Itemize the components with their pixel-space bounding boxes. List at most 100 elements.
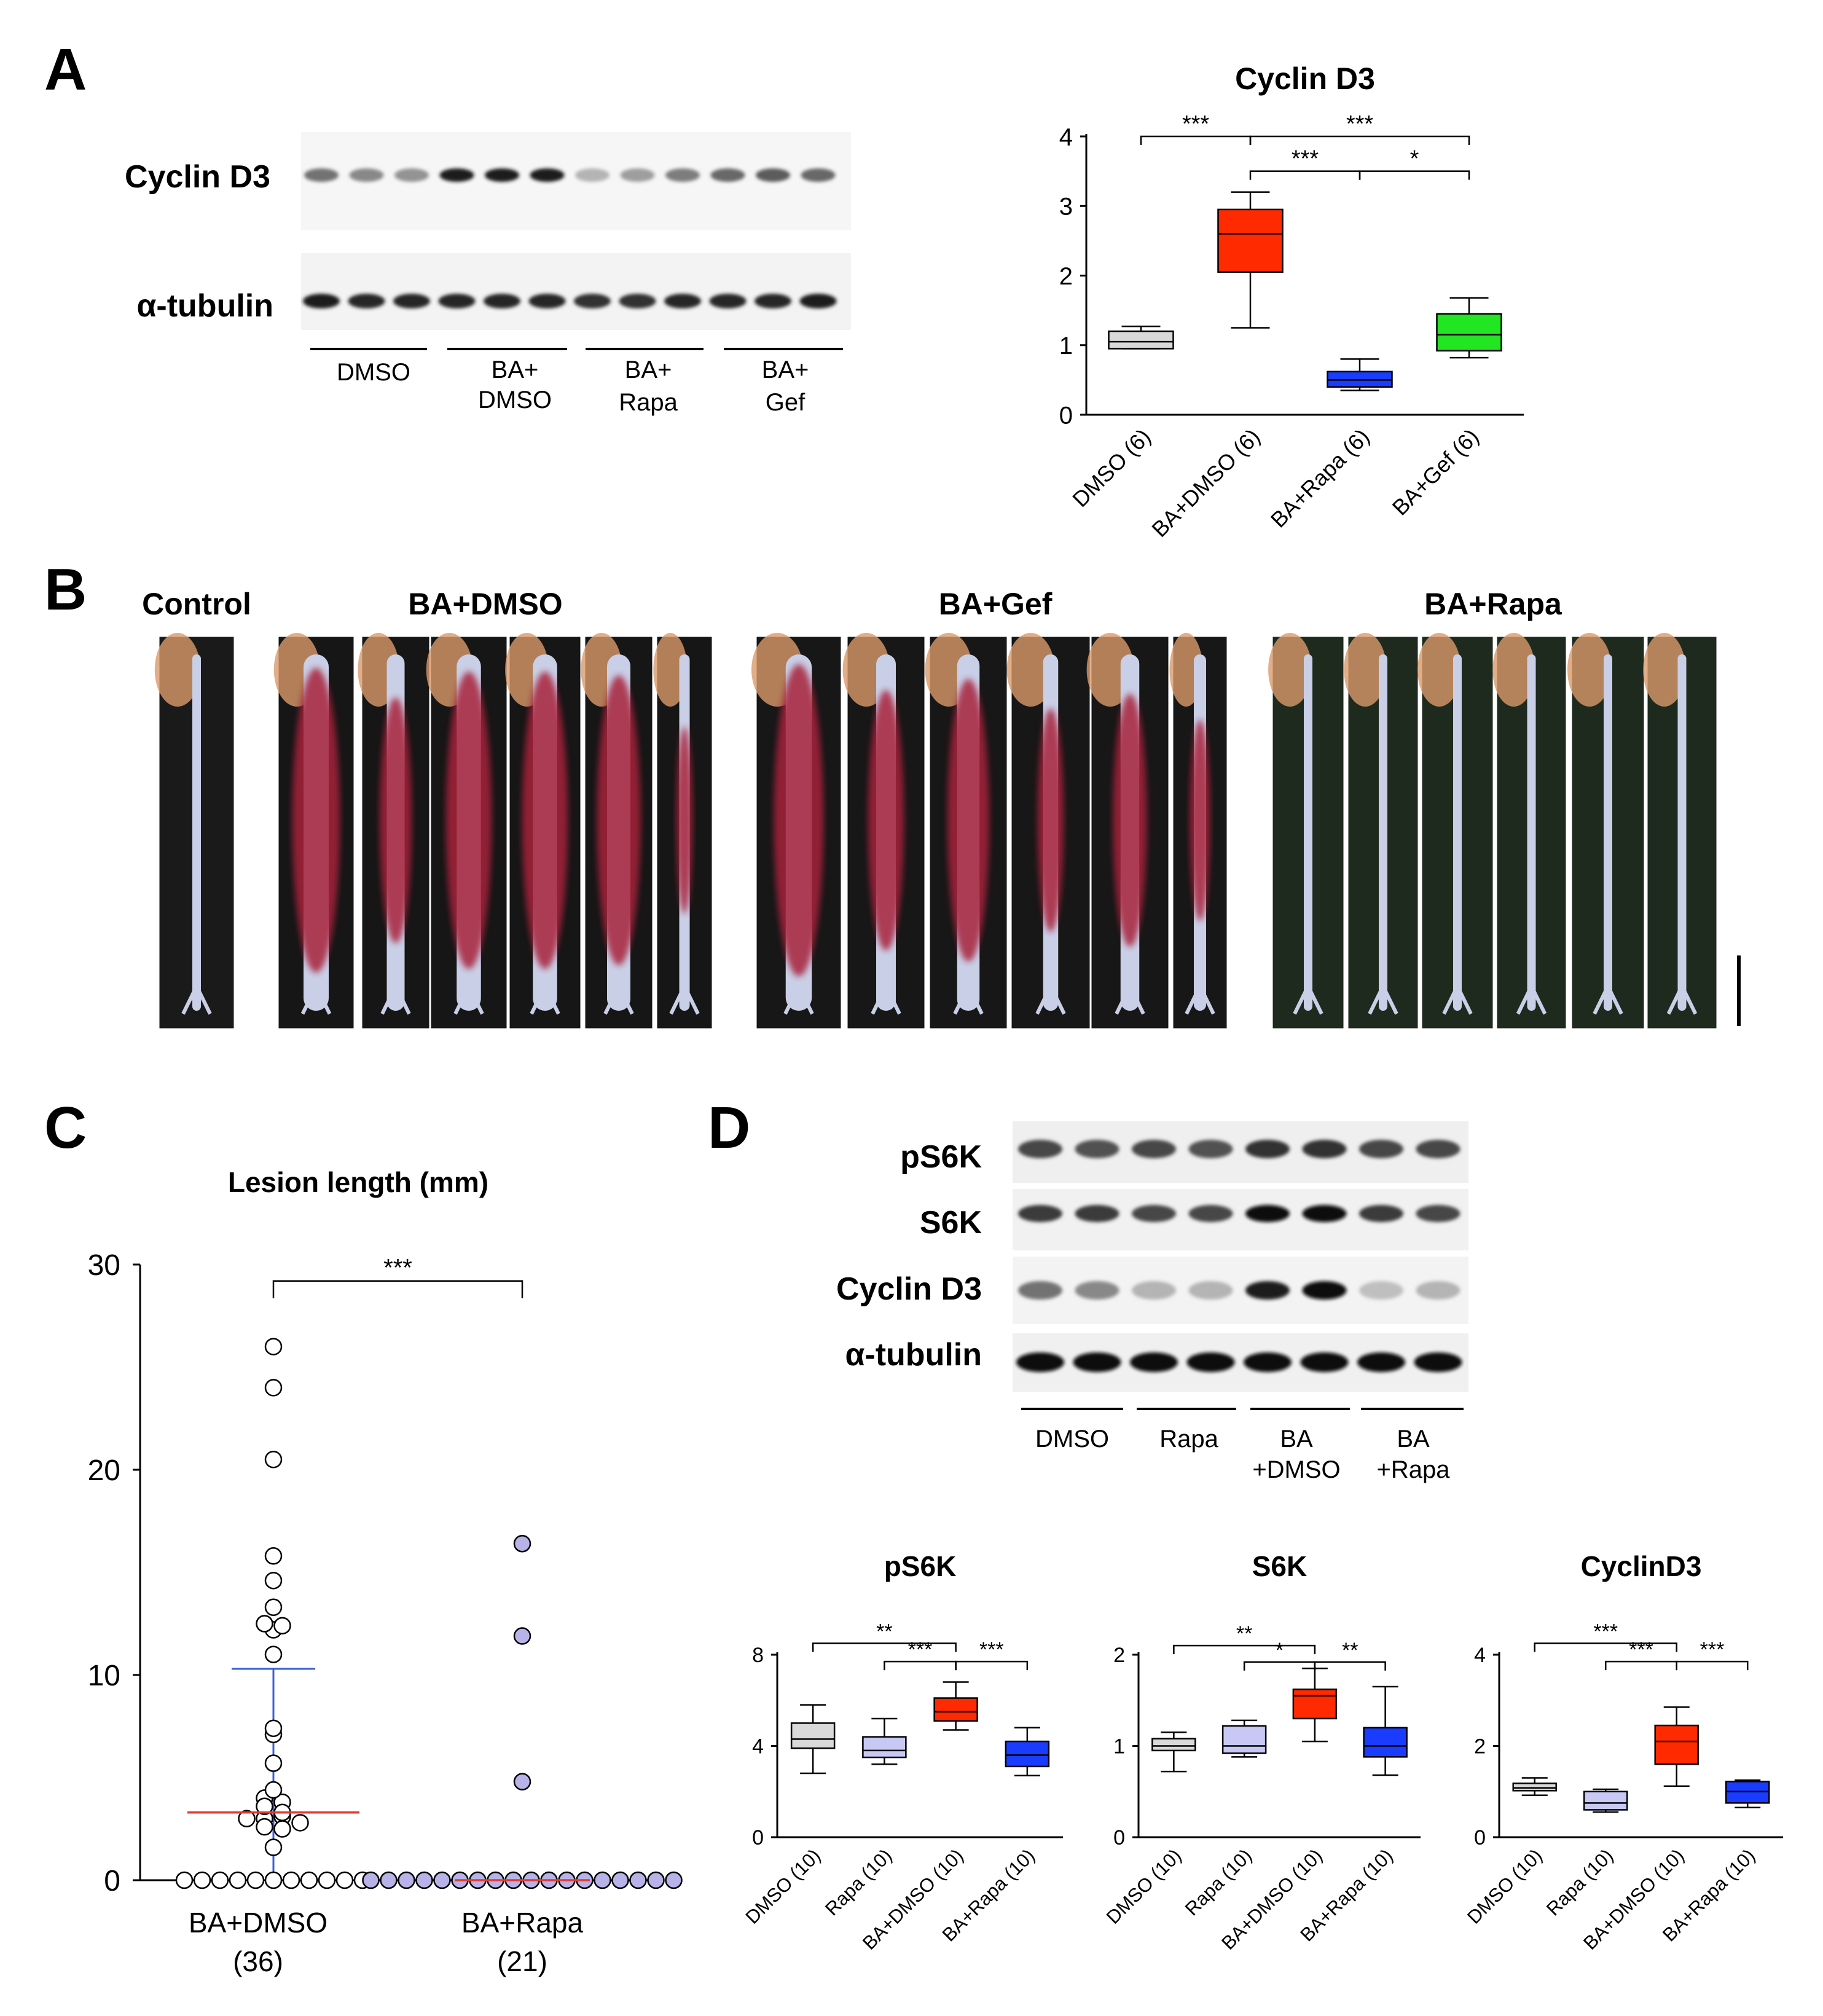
significance-bracket: *** bbox=[884, 1638, 957, 1671]
band-cyclin-lane-4 bbox=[439, 168, 474, 182]
box-4 bbox=[1725, 1779, 1770, 1808]
aorta-photo bbox=[1417, 633, 1495, 1030]
significance-bracket: *** bbox=[955, 1638, 1029, 1671]
group-label-ba-gef: BA+Gef bbox=[939, 587, 1053, 621]
data-point-ba-rapa bbox=[362, 1871, 380, 1889]
band-s6k-lane-7 bbox=[1359, 1205, 1403, 1222]
y-tick-label: 4 bbox=[1059, 124, 1073, 151]
band-tubulin-lane-11 bbox=[755, 294, 791, 308]
significance-bracket: *** bbox=[1534, 1620, 1677, 1652]
y-tick-label: 0 bbox=[104, 1865, 120, 1897]
aorta-photo bbox=[653, 633, 714, 1030]
data-point-ba-dmso bbox=[264, 1871, 283, 1889]
chart-title: CyclinD3 bbox=[1581, 1550, 1702, 1582]
bracket-line bbox=[1605, 1660, 1677, 1671]
aorta-photo bbox=[505, 633, 582, 1030]
y-tick-label: 4 bbox=[752, 1735, 764, 1759]
band-ps6k-lane-6 bbox=[1302, 1140, 1347, 1158]
data-point-ba-dmso bbox=[264, 1338, 283, 1355]
band-ps6k-lane-5 bbox=[1245, 1140, 1290, 1158]
panel-letter-a: A bbox=[44, 37, 87, 103]
data-point-ba-rapa bbox=[513, 1534, 531, 1553]
band-tubulin-lane-6 bbox=[528, 294, 566, 308]
data-point-ba-dmso bbox=[264, 1572, 283, 1590]
bracket-line bbox=[1173, 1644, 1316, 1655]
data-point-ba-rapa bbox=[629, 1871, 647, 1889]
band-cyclin-lane-12 bbox=[801, 168, 836, 182]
y-tick-label: 1 bbox=[1113, 1735, 1125, 1759]
box-iqr bbox=[1512, 1783, 1557, 1792]
data-point-ba-dmso bbox=[318, 1871, 336, 1889]
blot-label-cyclin-d3-d: Cyclin D3 bbox=[836, 1271, 982, 1307]
y-tick-label: 1 bbox=[1059, 332, 1073, 359]
category-label: BA+DMSO bbox=[189, 1907, 327, 1939]
category-label: BA+DMSO (6) bbox=[1147, 424, 1264, 542]
data-point-ba-dmso bbox=[264, 1754, 283, 1772]
box-2 bbox=[1221, 1719, 1267, 1758]
blot-label-cyclin-d3: Cyclin D3 bbox=[125, 159, 270, 195]
y-tick-label: 3 bbox=[1059, 194, 1073, 221]
band-cyclin-lane-8 bbox=[620, 168, 655, 182]
lane-label-d-ba-dmso-1: BA bbox=[1280, 1426, 1313, 1453]
bracket-line bbox=[1358, 170, 1470, 180]
significance-bracket: *** bbox=[1676, 1638, 1749, 1671]
category-label: Rapa (10) bbox=[1542, 1845, 1617, 1920]
y-tick-label: 2 bbox=[1059, 263, 1073, 290]
band-cyclin-lane-3 bbox=[394, 168, 429, 182]
box-3 bbox=[1654, 1706, 1699, 1787]
y-tick-label: 0 bbox=[1113, 1826, 1125, 1849]
aorta-photo bbox=[1344, 633, 1420, 1030]
significance-bracket: *** bbox=[1249, 111, 1470, 145]
box-iqr bbox=[933, 1697, 978, 1722]
band-s6k-lane-3 bbox=[1132, 1205, 1176, 1222]
band-tubulin-lane-8 bbox=[619, 294, 656, 308]
chart-cyclin-d3-box: Cyclin D3 0 1 2 3 4 DMSO (6)BA+DMSO (6) BA+Rapa… bbox=[1059, 61, 1524, 542]
band-ps6k-lane-3 bbox=[1132, 1140, 1176, 1158]
aorta-photo bbox=[1268, 633, 1346, 1030]
significance-bracket: *** bbox=[1605, 1638, 1677, 1671]
y-tick-label: 4 bbox=[1474, 1644, 1486, 1667]
box-3 bbox=[1327, 358, 1393, 391]
significance-bracket: *** bbox=[1140, 111, 1252, 145]
band-tubulin-lane-7 bbox=[574, 294, 611, 308]
significance-label: *** bbox=[1346, 111, 1374, 137]
significance-bracket: ** bbox=[1314, 1639, 1386, 1671]
blot-label-alpha-tubulin: α-tubulin bbox=[136, 288, 273, 324]
data-point-ba-dmso bbox=[282, 1871, 300, 1889]
band-ps6k-lane-2 bbox=[1075, 1140, 1119, 1158]
box-2 bbox=[1583, 1788, 1628, 1813]
band-tubulin-lane-2 bbox=[348, 294, 385, 308]
band-tubulin-lane-12 bbox=[799, 294, 837, 308]
box-iqr bbox=[790, 1722, 836, 1749]
data-point-ba-dmso bbox=[264, 1547, 283, 1565]
data-point-ba-rapa bbox=[433, 1871, 451, 1889]
band-ps6k-lane-4 bbox=[1188, 1140, 1233, 1158]
lane-label-ba-rapa-2: Rapa bbox=[619, 389, 678, 416]
bracket-line bbox=[1140, 135, 1252, 145]
band-tubulin-d-lane-3 bbox=[1130, 1352, 1178, 1372]
data-point-ba-dmso bbox=[273, 1617, 291, 1635]
data-point-ba-dmso bbox=[264, 1781, 283, 1799]
significance-bracket: * bbox=[1358, 146, 1470, 180]
bracket-line bbox=[884, 1660, 957, 1671]
aorta-photo bbox=[1086, 633, 1170, 1030]
significance-bracket: *** bbox=[1249, 146, 1361, 180]
band-tubulin-lane-1 bbox=[303, 294, 340, 308]
blot-membrane-tubulin bbox=[301, 253, 851, 330]
y-tick-label: 8 bbox=[752, 1644, 764, 1667]
blot-membrane-cyclin bbox=[301, 132, 851, 230]
aorta-photo-strip bbox=[154, 633, 1719, 1030]
band-tubulin-d-lane-5 bbox=[1244, 1352, 1292, 1372]
panel-letter-b: B bbox=[44, 557, 87, 622]
significance-label: * bbox=[1276, 1639, 1284, 1662]
box-3 bbox=[1292, 1668, 1338, 1743]
data-point-ba-dmso bbox=[256, 1615, 273, 1633]
significance-label: *** bbox=[979, 1638, 1004, 1661]
box-4 bbox=[1436, 297, 1502, 359]
box-iqr bbox=[1654, 1724, 1699, 1765]
box-3 bbox=[933, 1681, 978, 1731]
aorta-photo bbox=[925, 633, 1009, 1030]
